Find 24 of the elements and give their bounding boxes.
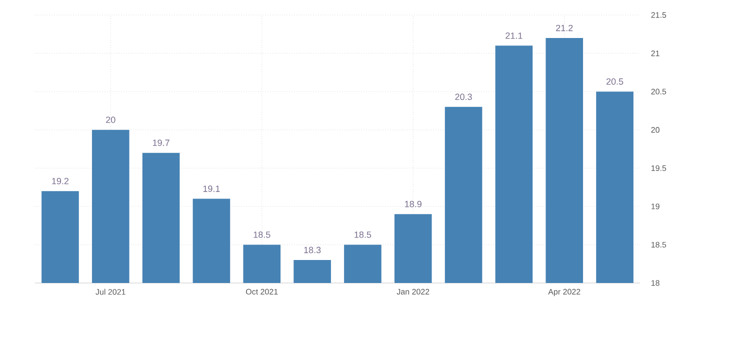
x-tick-label: Jan 2022: [396, 288, 430, 295]
data-label: 20: [106, 116, 116, 123]
data-label: 20.3: [455, 94, 472, 100]
y-tick-label: 19.5: [651, 165, 666, 171]
y-tick-label: 18.5: [651, 242, 666, 248]
data-label: 21.2: [556, 24, 573, 32]
y-tick-label: 20: [651, 127, 660, 133]
data-label: 19.2: [52, 178, 69, 184]
y-tick-label: 18: [651, 280, 660, 286]
data-label: 18.5: [354, 231, 372, 238]
data-label: 21.1: [506, 32, 522, 39]
y-tick-label: 20.5: [651, 88, 666, 94]
y-tick-label: 19: [651, 204, 660, 210]
x-tick-label: Jul 2021: [96, 288, 126, 295]
data-label: 20.5: [606, 78, 624, 85]
data-label: 19.7: [152, 140, 170, 146]
x-tick-label: Oct 2021: [246, 288, 278, 295]
y-tick-label: 21: [651, 50, 660, 56]
x-tick-label: Apr 2022: [548, 288, 580, 296]
y-tick-label: 21.5: [651, 12, 666, 18]
data-label: 18.5: [254, 231, 270, 238]
data-label: 19.1: [203, 186, 220, 192]
data-label: 18.3: [304, 246, 321, 254]
data-label: 18.9: [405, 200, 422, 208]
